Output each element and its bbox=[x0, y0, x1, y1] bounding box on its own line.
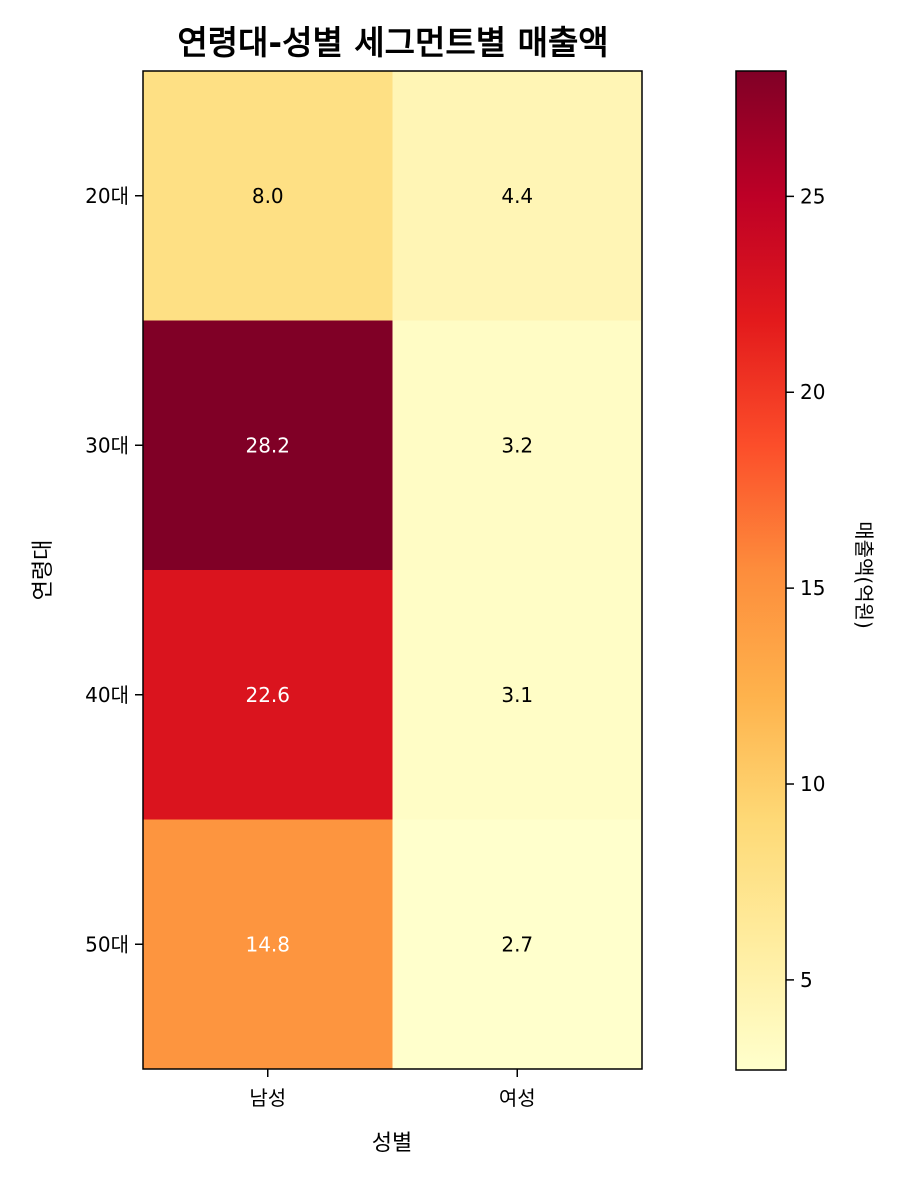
x-axis-ticks: 남성 여성 bbox=[249, 1069, 536, 1110]
heatmap-cell bbox=[392, 71, 643, 321]
heatmap-cell bbox=[392, 570, 643, 820]
colorbar-tick-label: 10 bbox=[800, 772, 825, 796]
x-tick-label: 남성 bbox=[249, 1086, 286, 1110]
x-axis-label: 성별 bbox=[372, 1131, 412, 1156]
colorbar-ticks: 5 10 15 20 25 bbox=[786, 184, 825, 992]
heatmap-cell-labels: 8.0 4.4 28.2 3.2 22.6 3.1 14.8 2.7 bbox=[245, 184, 533, 957]
colorbar-tick-label: 20 bbox=[800, 380, 825, 404]
colorbar-tick-label: 15 bbox=[800, 576, 825, 600]
cell-value-label: 8.0 bbox=[252, 184, 284, 208]
y-axis-ticks: 20대 30대 40대 50대 bbox=[85, 184, 143, 956]
plot-frame bbox=[142, 70, 643, 1070]
colorbar bbox=[735, 70, 787, 1071]
heatmap-cell bbox=[143, 320, 393, 571]
cell-value-label: 28.2 bbox=[245, 433, 290, 457]
cell-value-label: 14.8 bbox=[245, 932, 290, 956]
colorbar-tick-label: 25 bbox=[800, 184, 825, 208]
heatmap-cell bbox=[392, 819, 643, 1070]
cell-value-label: 4.4 bbox=[501, 184, 533, 208]
y-tick-label: 30대 bbox=[85, 433, 129, 457]
colorbar-tick-label: 5 bbox=[800, 968, 813, 992]
cell-value-label: 2.7 bbox=[501, 932, 533, 956]
cell-value-label: 3.2 bbox=[501, 433, 533, 457]
cell-value-label: 22.6 bbox=[245, 683, 290, 707]
chart-title: 연령대-성별 세그먼트별 매출액 bbox=[177, 23, 608, 62]
heatmap-cell bbox=[143, 71, 393, 321]
heatmap-cells bbox=[143, 71, 643, 1070]
heatmap-cell bbox=[392, 320, 643, 571]
y-tick-label: 20대 bbox=[85, 184, 129, 208]
cell-value-label: 3.1 bbox=[501, 683, 533, 707]
y-tick-label: 40대 bbox=[85, 683, 129, 707]
x-tick-label: 여성 bbox=[499, 1086, 536, 1110]
y-tick-label: 50대 bbox=[85, 932, 129, 956]
heatmap-cell bbox=[143, 570, 393, 820]
y-axis-label: 연령대 bbox=[31, 540, 56, 601]
colorbar-label: 매출액(억원) bbox=[852, 521, 876, 629]
heatmap-cell bbox=[143, 819, 393, 1070]
